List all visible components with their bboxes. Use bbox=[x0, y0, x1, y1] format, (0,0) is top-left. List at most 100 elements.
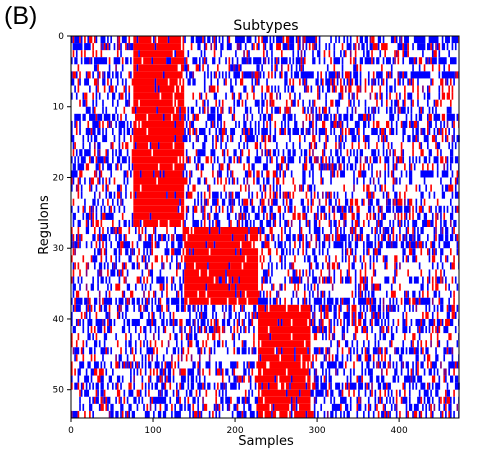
heatmap-cell bbox=[430, 333, 432, 341]
heatmap-cell bbox=[317, 92, 319, 100]
heatmap-cell bbox=[449, 198, 452, 206]
heatmap-cell bbox=[412, 212, 414, 220]
heatmap-cell bbox=[372, 120, 375, 128]
heatmap-cell bbox=[335, 99, 341, 107]
heatmap-cell bbox=[118, 311, 121, 319]
heatmap-cell bbox=[93, 142, 96, 150]
heatmap-cell bbox=[166, 361, 172, 369]
heatmap-cell bbox=[248, 361, 250, 369]
heatmap-cell bbox=[103, 361, 106, 369]
heatmap-cell bbox=[256, 410, 259, 418]
heatmap-cell bbox=[322, 177, 324, 185]
heatmap-cell bbox=[366, 276, 368, 284]
heatmap-cell bbox=[238, 333, 240, 341]
heatmap-cell bbox=[79, 120, 81, 128]
heatmap-cell bbox=[307, 127, 311, 136]
heatmap-cell bbox=[274, 219, 277, 227]
heatmap-cell bbox=[125, 276, 127, 284]
heatmap-cell bbox=[71, 297, 73, 305]
heatmap-cell bbox=[130, 361, 132, 369]
heatmap-cell bbox=[394, 191, 398, 199]
heatmap-cell bbox=[282, 36, 285, 44]
heatmap-cell bbox=[246, 135, 255, 143]
heatmap-cell bbox=[207, 241, 214, 249]
heatmap-cell bbox=[397, 318, 400, 327]
heatmap-cell bbox=[108, 304, 111, 312]
heatmap-cell bbox=[305, 410, 308, 418]
heatmap-cell bbox=[82, 255, 85, 263]
heatmap-cell bbox=[377, 340, 380, 348]
heatmap-cell bbox=[425, 184, 428, 192]
heatmap-cell bbox=[203, 304, 208, 312]
heatmap-cell bbox=[292, 99, 296, 107]
heatmap-cell bbox=[102, 106, 104, 114]
heatmap-cell bbox=[93, 361, 99, 369]
heatmap-cell bbox=[390, 227, 393, 235]
heatmap-cell bbox=[151, 57, 154, 65]
heatmap-cell bbox=[284, 205, 286, 213]
heatmap-cell bbox=[292, 269, 296, 277]
heatmap-cell bbox=[110, 326, 113, 334]
heatmap-cell bbox=[377, 43, 380, 51]
heatmap-cell bbox=[100, 219, 103, 227]
heatmap-cell bbox=[151, 354, 154, 362]
heatmap-cell bbox=[161, 382, 165, 390]
heatmap-cell bbox=[95, 99, 98, 107]
heatmap-cell bbox=[336, 120, 339, 128]
heatmap-cell bbox=[85, 106, 91, 114]
heatmap-cell bbox=[87, 326, 90, 334]
heatmap-cell bbox=[427, 99, 429, 107]
heatmap-cell bbox=[202, 57, 204, 65]
heatmap-cell bbox=[151, 241, 154, 249]
heatmap-cell bbox=[100, 304, 103, 312]
heatmap-cell bbox=[303, 57, 306, 65]
heatmap-cell bbox=[249, 375, 252, 383]
heatmap-cell bbox=[243, 318, 245, 327]
heatmap-cell bbox=[441, 318, 444, 327]
heatmap-cell bbox=[192, 403, 195, 411]
heatmap-cell bbox=[292, 333, 311, 341]
heatmap-cell bbox=[258, 396, 263, 404]
heatmap-cell bbox=[253, 347, 257, 355]
heatmap-cell bbox=[269, 382, 278, 390]
heatmap-cell bbox=[143, 255, 145, 263]
heatmap-cell bbox=[343, 50, 345, 58]
heatmap-cell bbox=[415, 318, 421, 327]
heatmap-cell bbox=[431, 135, 436, 143]
heatmap-cell bbox=[239, 149, 242, 157]
heatmap-cell bbox=[121, 64, 124, 72]
heatmap-cell bbox=[194, 318, 196, 327]
heatmap-cell bbox=[308, 149, 311, 157]
heatmap-cell bbox=[320, 163, 324, 171]
heatmap-cell bbox=[336, 318, 339, 327]
heatmap-cell bbox=[276, 142, 278, 150]
heatmap-cell bbox=[133, 43, 155, 51]
heatmap-cell bbox=[102, 177, 104, 185]
heatmap-cell bbox=[269, 156, 272, 164]
heatmap-cell bbox=[451, 205, 454, 213]
heatmap-cell bbox=[169, 382, 172, 390]
heatmap-cell bbox=[336, 347, 339, 355]
heatmap-cell bbox=[344, 241, 347, 249]
heatmap-cell bbox=[402, 71, 405, 79]
heatmap-cell bbox=[254, 396, 259, 404]
heatmap-cell bbox=[256, 311, 259, 319]
heatmap-cell bbox=[394, 36, 396, 44]
heatmap-cell bbox=[71, 135, 75, 143]
heatmap-cell bbox=[144, 262, 147, 270]
heatmap-cell bbox=[356, 403, 359, 411]
heatmap-cell bbox=[100, 255, 103, 263]
heatmap-cell bbox=[349, 205, 352, 213]
heatmap-cell bbox=[200, 410, 203, 418]
heatmap-cell bbox=[290, 170, 293, 178]
heatmap-cell bbox=[103, 71, 106, 79]
heatmap-cell bbox=[387, 191, 390, 199]
heatmap-cell bbox=[281, 354, 295, 362]
heatmap-cell bbox=[428, 85, 431, 93]
heatmap-cell bbox=[102, 241, 104, 249]
heatmap-cell bbox=[264, 276, 268, 284]
heatmap-cell bbox=[146, 403, 149, 411]
heatmap-cell bbox=[202, 368, 204, 376]
heatmap-cell bbox=[351, 78, 354, 86]
heatmap-cell bbox=[431, 43, 434, 51]
